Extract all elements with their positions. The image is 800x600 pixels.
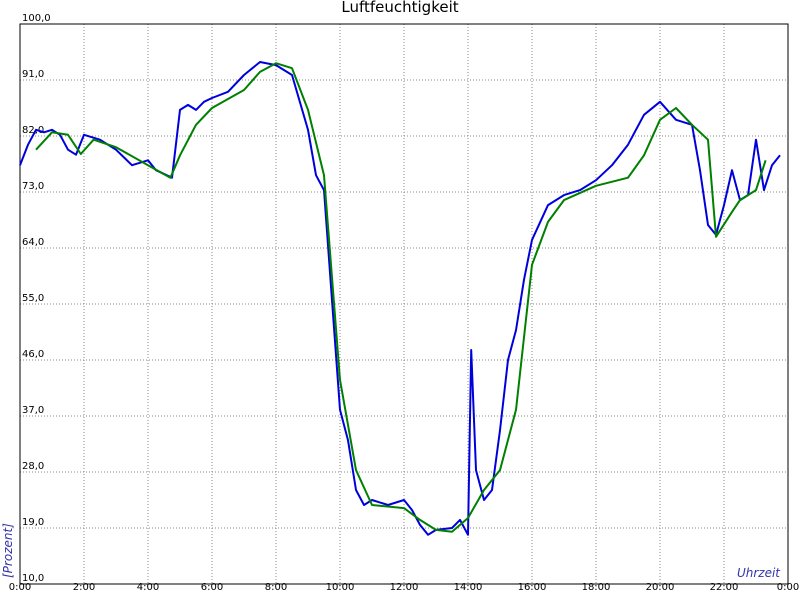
y-tick-label: 82,0 bbox=[22, 125, 44, 136]
data-line bbox=[35, 62, 767, 533]
y-tick-label: 37,0 bbox=[22, 405, 44, 416]
y-tick-label: 73,0 bbox=[22, 181, 44, 192]
y-tick-label: 28,0 bbox=[22, 461, 44, 472]
data-line bbox=[19, 61, 781, 536]
y-tick-label: 55,0 bbox=[22, 293, 44, 304]
x-tick-label: 8:00 bbox=[265, 582, 287, 593]
y-tick-label: 100,0 bbox=[22, 13, 51, 24]
x-tick-label: 2:00 bbox=[73, 582, 95, 593]
x-axis-label: Uhrzeit bbox=[737, 566, 781, 580]
chart-title: Luftfeuchtigkeit bbox=[341, 0, 458, 16]
x-tick-label: 14:00 bbox=[454, 582, 483, 593]
plot-frame bbox=[19, 23, 789, 585]
y-tick-label: 19,0 bbox=[22, 517, 44, 528]
y-tick-label: 46,0 bbox=[22, 349, 44, 360]
x-tick-label: 18:00 bbox=[582, 582, 611, 593]
x-tick-label: 22:00 bbox=[710, 582, 739, 593]
x-tick-label: 16:00 bbox=[518, 582, 547, 593]
x-tick-label: 20:00 bbox=[646, 582, 675, 593]
x-tick-label: 12:00 bbox=[390, 582, 419, 593]
y-tick-label: 10,0 bbox=[22, 573, 44, 584]
x-tick-label: 4:00 bbox=[137, 582, 159, 593]
y-tick-label: 91,0 bbox=[22, 69, 44, 80]
y-tick-label: 64,0 bbox=[22, 237, 44, 248]
x-tick-label: 10:00 bbox=[326, 582, 355, 593]
x-tick-label: 0:00 bbox=[9, 582, 31, 593]
x-tick-label: 0:00 bbox=[777, 582, 799, 593]
x-tick-label: 6:00 bbox=[201, 582, 223, 593]
y-axis-label: [Prozent] bbox=[1, 523, 15, 578]
